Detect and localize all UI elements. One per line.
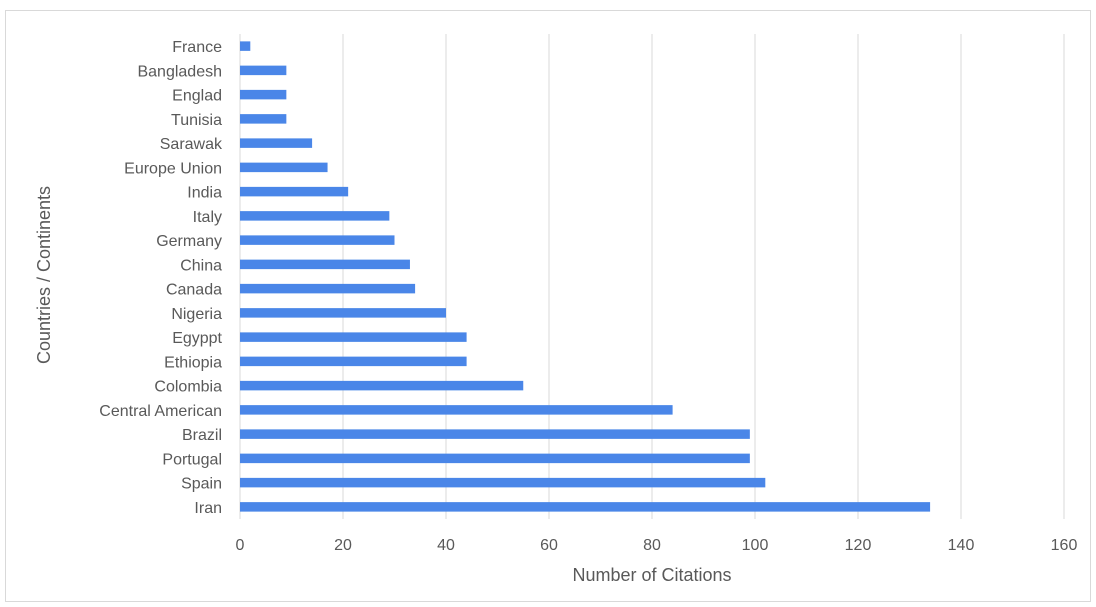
- bar-india: [240, 186, 349, 197]
- y-tick-label: Englad: [172, 88, 222, 105]
- y-tick-label: Canada: [166, 282, 222, 299]
- bar-colombia: [240, 380, 524, 391]
- bars: [240, 41, 931, 512]
- bar-central-american: [240, 405, 673, 415]
- x-tick-label: 100: [742, 537, 769, 554]
- bar-europe-union: [240, 162, 328, 173]
- bar-sarawak: [240, 138, 313, 148]
- bar-portugal: [240, 453, 750, 464]
- y-tick-label: Central American: [99, 403, 222, 420]
- gridlines: [239, 34, 1065, 519]
- x-tick-label: 20: [334, 537, 352, 554]
- x-tick-label: 60: [540, 537, 558, 554]
- y-tick-label: Tunisia: [171, 112, 222, 129]
- y-tick-label: Iran: [194, 500, 222, 517]
- y-tick-labels: Iran Spain Portugal Brazil Central American C…: [99, 39, 223, 517]
- y-tick-label: Nigeria: [171, 306, 222, 323]
- x-tick-label: 160: [1051, 537, 1078, 554]
- x-tick-labels: 0 20 40 60 80 100 120 140 160: [236, 537, 1078, 554]
- x-tick-label: 0: [236, 537, 245, 554]
- x-tick-label: 120: [845, 537, 872, 554]
- x-tick-label: 140: [948, 537, 975, 554]
- y-tick-label: Portugal: [162, 451, 222, 468]
- bar-spain: [240, 477, 766, 488]
- bar-tunisia: [240, 114, 287, 124]
- y-tick-label: Europe Union: [124, 160, 222, 177]
- y-tick-label: Germany: [156, 233, 222, 250]
- x-tick-label: 40: [437, 537, 455, 554]
- bar-china: [240, 259, 410, 270]
- y-tick-label: Brazil: [182, 427, 222, 444]
- y-tick-label: Egyppt: [172, 330, 222, 347]
- bar-nigeria: [240, 308, 446, 318]
- bar-canada: [240, 283, 416, 294]
- bar-englad: [240, 89, 287, 100]
- y-tick-label: Italy: [193, 209, 222, 226]
- y-tick-label: China: [180, 257, 222, 274]
- y-tick-label: Spain: [181, 476, 222, 493]
- y-tick-label: Colombia: [154, 379, 222, 396]
- x-tick-label: 80: [643, 537, 661, 554]
- bar-egyppt: [240, 332, 467, 342]
- y-tick-label: Bangladesh: [137, 63, 222, 80]
- x-axis-title: Number of Citations: [572, 565, 731, 585]
- bar-italy: [240, 211, 390, 221]
- bar-iran: [240, 502, 931, 512]
- bar-germany: [240, 235, 395, 245]
- y-tick-label: Sarawak: [160, 136, 223, 153]
- bar-france: [240, 41, 251, 51]
- y-tick-label: France: [172, 39, 222, 56]
- y-tick-label: Ethiopia: [164, 354, 222, 371]
- y-tick-label: India: [187, 185, 222, 202]
- bar-brazil: [240, 429, 750, 439]
- bar-bangladesh: [240, 65, 287, 76]
- bar-ethiopia: [240, 356, 467, 367]
- y-axis-title: Countries / Continents: [34, 186, 54, 364]
